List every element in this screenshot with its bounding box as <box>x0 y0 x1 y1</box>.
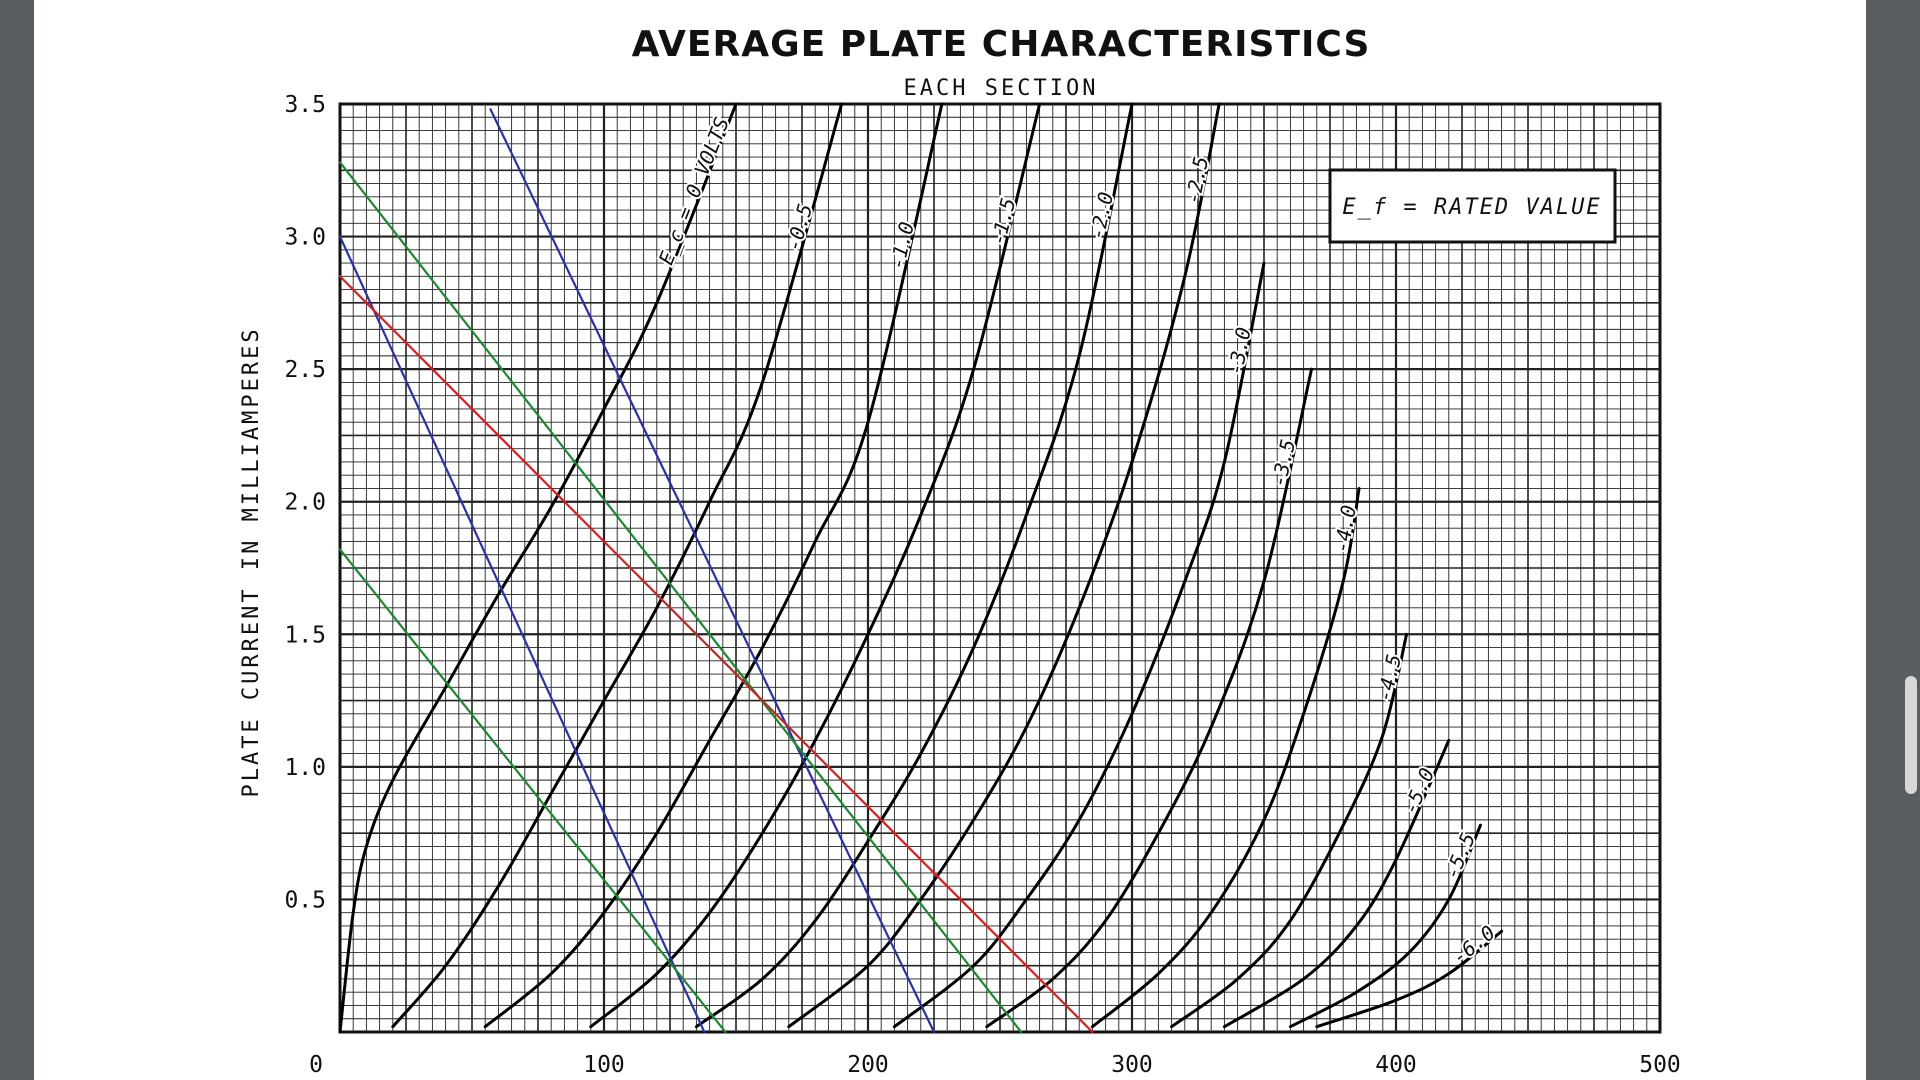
x-tick-label: 0 <box>309 1052 323 1078</box>
chart-title: AVERAGE PLATE CHARACTERISTICS <box>632 24 1371 65</box>
load-line-17 <box>338 275 1094 1034</box>
grid-bias-curve-7 <box>985 367 1314 1029</box>
grid-bias-curve-1 <box>391 102 844 1029</box>
y-tick-label: 1.0 <box>284 755 326 781</box>
grid-bias-curve-8 <box>1090 486 1361 1029</box>
grid-bias-curve-3 <box>589 102 1042 1029</box>
y-tick-label: 2.5 <box>284 357 326 383</box>
grid <box>338 102 1662 1034</box>
load-line-13 <box>338 235 706 1034</box>
grid-bias-curve-0 <box>338 102 738 1034</box>
scrollbar-track[interactable] <box>1902 0 1920 1080</box>
grid-bias-curve-12 <box>1315 929 1504 1029</box>
y-tick-label: 2.0 <box>284 490 326 516</box>
legend-box: E_f = RATED VALUE <box>1328 168 1617 244</box>
tick-labels: 0 100 200 300 400 500 0.5 1.0 1.5 2.0 2.5 3.0 3.5 <box>284 92 1680 1078</box>
load-line-16 <box>338 161 1023 1034</box>
grid-bias-curve-9 <box>1170 632 1409 1029</box>
x-tick-label: 500 <box>1639 1052 1681 1078</box>
grid-bias-curve-10 <box>1222 738 1451 1029</box>
y-tick-label: 0.5 <box>284 887 326 913</box>
chart-subtitle: EACH SECTION <box>904 76 1099 101</box>
y-axis-label: PLATE CURRENT IN MILLIAMPERES <box>239 326 264 797</box>
x-tick-label: 300 <box>1111 1052 1153 1078</box>
x-tick-label: 100 <box>583 1052 625 1078</box>
legend-text: E_f = RATED VALUE <box>1342 195 1601 220</box>
grid-bias-curve-6 <box>892 261 1266 1029</box>
grid-bias-curve-11 <box>1288 823 1482 1029</box>
grid-bias-curve-2 <box>483 102 944 1029</box>
load-line-14 <box>489 108 936 1034</box>
grid-bias-curve-5 <box>787 102 1221 1029</box>
y-tick-label: 3.5 <box>284 92 326 118</box>
grid-bias-curve-4 <box>694 102 1134 1029</box>
scrollbar-thumb[interactable] <box>1905 676 1917 794</box>
load-line-15 <box>338 548 727 1034</box>
y-tick-label: 3.0 <box>284 225 326 251</box>
x-tick-label: 200 <box>847 1052 889 1078</box>
x-tick-label: 400 <box>1375 1052 1417 1078</box>
y-tick-label: 1.5 <box>284 622 326 648</box>
